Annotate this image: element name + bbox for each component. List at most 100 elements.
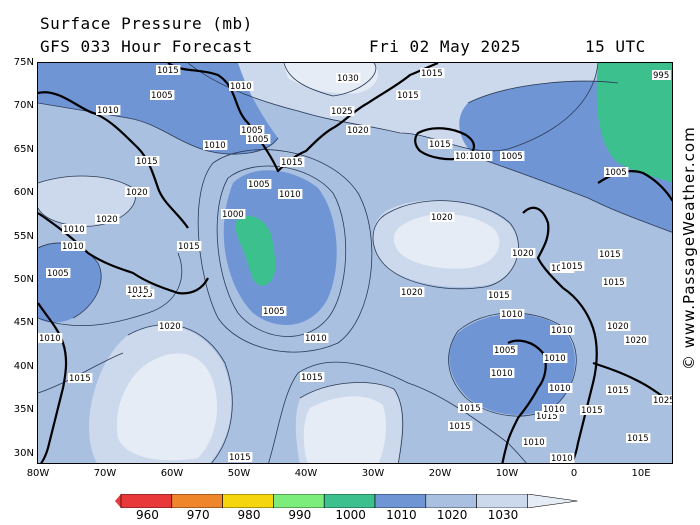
svg-text:1010: 1010 <box>544 354 566 364</box>
lon-tick-label: 60W <box>160 468 184 479</box>
isobar-label: 1015 <box>458 403 483 414</box>
isobar-label: 1020 <box>125 187 150 198</box>
forecast-date: Fri 02 May 2025 <box>369 37 521 56</box>
svg-text:1010: 1010 <box>551 454 573 464</box>
isobar-label: 1010 <box>203 140 228 151</box>
legend-swatch <box>425 494 477 508</box>
svg-text:1010: 1010 <box>523 438 545 448</box>
isobar-label: 1015 <box>626 433 651 444</box>
isobar-label: 1020 <box>430 212 455 223</box>
svg-text:1030: 1030 <box>337 74 359 84</box>
coastline-canada-north <box>38 91 189 229</box>
svg-text:1005: 1005 <box>494 346 516 356</box>
svg-text:1005: 1005 <box>248 180 270 190</box>
isobar-label: 1020 <box>158 321 183 332</box>
isobar-label: 1015 <box>598 249 623 260</box>
svg-text:1005: 1005 <box>47 269 69 279</box>
svg-text:1015: 1015 <box>421 69 443 79</box>
svg-text:1020: 1020 <box>159 322 181 332</box>
isobars <box>38 63 672 463</box>
svg-text:1015: 1015 <box>488 291 510 301</box>
isobar-label: 1015 <box>560 261 585 272</box>
highest-zone-southwest <box>116 353 218 461</box>
coastline-labrador <box>38 212 209 295</box>
isobar-label: 1010 <box>500 309 525 320</box>
lat-tick-label: 65N <box>13 143 34 155</box>
isobar <box>372 200 519 290</box>
legend-tick-label: 980 <box>237 508 261 522</box>
isobar-label: 1015 <box>280 157 305 168</box>
isobar-label: 1020 <box>346 125 371 136</box>
svg-text:1020: 1020 <box>625 336 647 346</box>
lat-tick-label: 35N <box>13 404 34 416</box>
coastline-iberia-africa <box>501 339 547 463</box>
svg-text:1010: 1010 <box>63 225 85 235</box>
lat-tick-label: 40N <box>13 360 34 372</box>
svg-text:1015: 1015 <box>157 66 179 76</box>
isobar-label: 1015 <box>68 373 93 384</box>
isobar-label: 1020 <box>606 321 631 332</box>
isobar-label: 1015 <box>228 452 253 463</box>
isobar-label: 1020 <box>95 214 120 225</box>
isobar-label: 1020 <box>511 248 536 259</box>
legend-swatch <box>323 494 376 508</box>
pressure-map-canvas: 1030 1025 1020 1020 1020 1020 1020 1020 1020 1015… <box>38 63 672 464</box>
isobar-label: 1010 <box>550 325 575 336</box>
isobar-label: 1015 <box>487 290 512 301</box>
svg-text:1015: 1015 <box>603 278 625 288</box>
isobar-label: 1010 <box>550 453 575 464</box>
lon-tick-label: 30W <box>361 468 385 479</box>
svg-text:1015: 1015 <box>599 250 621 260</box>
svg-text:1010: 1010 <box>204 141 226 151</box>
svg-text:1010: 1010 <box>62 242 84 252</box>
svg-text:1010: 1010 <box>305 334 327 344</box>
isobar-label: 1005 <box>262 306 287 317</box>
isobar-label: 1015 <box>300 372 325 383</box>
legend-swatch <box>222 494 274 508</box>
isobar-label: 1030 <box>336 73 361 84</box>
isobar-label: 1015 <box>580 405 605 416</box>
isobar-label: 1010 <box>38 333 63 344</box>
isobar-label: 1015 <box>535 411 560 422</box>
isobar-label: 1010 <box>304 333 329 344</box>
isobar-label: 1010 <box>454 151 479 162</box>
lon-tick-label: 80W <box>26 468 50 479</box>
legend-swatch <box>374 494 427 508</box>
svg-text:1020: 1020 <box>126 188 148 198</box>
svg-text:1015: 1015 <box>69 374 91 384</box>
legend-tick-label: 1000 <box>335 508 366 522</box>
color-legend <box>115 494 578 508</box>
lon-tick-label: 10W <box>495 468 519 479</box>
low-zone-central <box>223 170 337 325</box>
map-title: Surface Pressure (mb) <box>40 14 253 33</box>
svg-text:1010: 1010 <box>97 106 119 116</box>
isobar-label: 1015 <box>156 65 181 76</box>
lon-tick-label: 70W <box>93 468 117 479</box>
lon-tick-label: 40W <box>294 468 318 479</box>
svg-text:1015: 1015 <box>127 286 149 296</box>
svg-text:1010: 1010 <box>491 369 513 379</box>
svg-text:1020: 1020 <box>96 215 118 225</box>
isobar-label: 1010 <box>522 437 547 448</box>
svg-text:1015: 1015 <box>561 262 583 272</box>
isobar-label: 1005 <box>247 179 272 190</box>
svg-text:1010: 1010 <box>230 82 252 92</box>
legend-tick-label: 970 <box>186 508 210 522</box>
svg-text:1015: 1015 <box>178 242 200 252</box>
isobar-label: 1010 <box>62 224 87 235</box>
isobar-label: 1010 <box>542 404 567 415</box>
svg-text:1015: 1015 <box>229 453 251 463</box>
lon-tick-label: 10E <box>631 468 651 479</box>
lat-tick-label: 30N <box>13 447 34 459</box>
coastline-europe <box>522 206 598 463</box>
isobar <box>38 102 279 155</box>
isobar <box>38 175 136 227</box>
svg-text:1015: 1015 <box>459 404 481 414</box>
svg-text:1010: 1010 <box>549 384 571 394</box>
svg-text:1025: 1025 <box>331 107 353 117</box>
legend-min-arrow <box>115 494 121 508</box>
svg-text:1005: 1005 <box>247 135 269 145</box>
isobar <box>283 63 377 97</box>
lat-tick-label: 75N <box>13 57 34 68</box>
pressure-map: 1030 1025 1020 1020 1020 1020 1020 1020 1020 1015… <box>37 62 673 464</box>
